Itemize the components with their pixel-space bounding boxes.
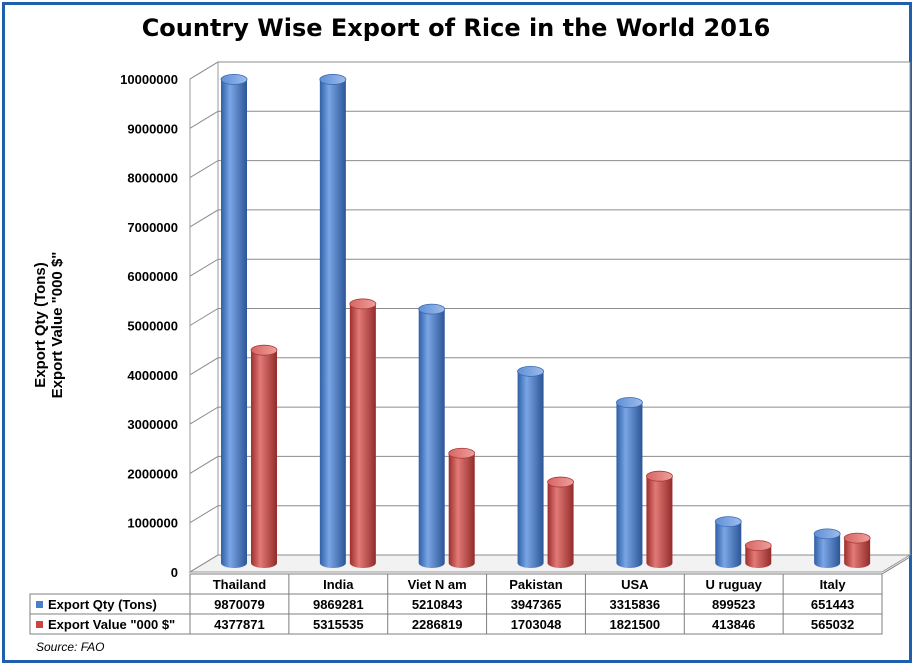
- data-table: Thailand India Viet N am Pakistan USA U rugua…: [29, 556, 911, 635]
- data-label: 9870079: [214, 597, 265, 612]
- bar-export-qty: [616, 397, 643, 568]
- gridline: [189, 110, 910, 129]
- data-label: 2286819: [412, 617, 463, 632]
- y-tick-label: 7000000: [127, 220, 178, 235]
- x-category-label: India: [323, 577, 354, 592]
- bar-export-value: [744, 540, 772, 568]
- data-label: 9869281: [313, 597, 364, 612]
- chart-title: Country Wise Export of Rice in the World…: [142, 14, 771, 42]
- gridline: [189, 406, 910, 425]
- gridlines: [189, 61, 911, 573]
- bar-export-value: [646, 470, 673, 568]
- y-tick-label: 9000000: [127, 121, 178, 136]
- y-tick-label: 3000000: [127, 417, 178, 432]
- y-axis-label-line-1: Export Qty (Tons): [32, 262, 49, 388]
- gridline: [189, 554, 910, 573]
- y-tick-label: 6000000: [127, 269, 178, 284]
- gridline: [189, 61, 910, 80]
- bar-export-value: [250, 344, 278, 568]
- gridline: [189, 160, 910, 179]
- x-category-label: Italy: [820, 577, 847, 592]
- bar-export-value: [843, 532, 871, 568]
- bar-export-value: [547, 476, 574, 568]
- bar-export-qty: [813, 528, 841, 568]
- y-tick-label: 5000000: [127, 319, 178, 334]
- data-label: 413846: [712, 617, 755, 632]
- legend-label: Export Qty (Tons): [48, 597, 157, 612]
- data-label: 1821500: [610, 617, 661, 632]
- bar-export-value: [349, 298, 377, 568]
- gridline: [189, 258, 910, 277]
- bar-export-qty: [220, 74, 248, 569]
- x-category-label: Pakistan: [509, 577, 563, 592]
- bar-export-qty: [319, 74, 347, 568]
- gridline: [189, 357, 910, 376]
- data-label: 3947365: [511, 597, 562, 612]
- data-label: 5210843: [412, 597, 463, 612]
- data-label: 3315836: [610, 597, 661, 612]
- legend-label: Export Value "000 $": [48, 617, 175, 632]
- bar-export-qty: [517, 365, 544, 568]
- y-axis-label-line-2: Export Value "000 $": [49, 252, 66, 399]
- y-tick-label: 2000000: [127, 466, 178, 481]
- bar-export-value: [448, 447, 476, 568]
- bar-export-qty: [714, 516, 742, 568]
- source-note: Source: FAO: [36, 640, 104, 654]
- gridline: [189, 209, 910, 228]
- bars: [220, 74, 871, 569]
- bar-export-qty: [418, 303, 446, 568]
- legend-swatch: [36, 601, 43, 608]
- y-tick-label: 1000000: [127, 516, 178, 531]
- x-category-label: Thailand: [213, 577, 267, 592]
- x-category-label: Viet N am: [408, 577, 467, 592]
- gridline: [189, 455, 910, 474]
- data-label: 565032: [811, 617, 854, 632]
- data-label: 1703048: [511, 617, 562, 632]
- y-tick-label: 8000000: [127, 171, 178, 186]
- y-axis-tick-labels: 0 1000000 2000000 3000000 4000000 5000000 6000…: [120, 72, 178, 580]
- data-label: 5315535: [313, 617, 364, 632]
- y-tick-label: 4000000: [127, 368, 178, 383]
- x-category-label: U ruguay: [706, 577, 763, 592]
- data-label: 4377871: [214, 617, 265, 632]
- legend-swatch: [36, 621, 43, 628]
- y-tick-label: 10000000: [120, 72, 178, 87]
- data-label: 899523: [712, 597, 755, 612]
- gridline: [189, 505, 910, 524]
- data-label: 651443: [811, 597, 854, 612]
- gridline: [189, 308, 910, 326]
- x-category-label: USA: [621, 577, 649, 592]
- y-tick-label: 0: [171, 565, 178, 580]
